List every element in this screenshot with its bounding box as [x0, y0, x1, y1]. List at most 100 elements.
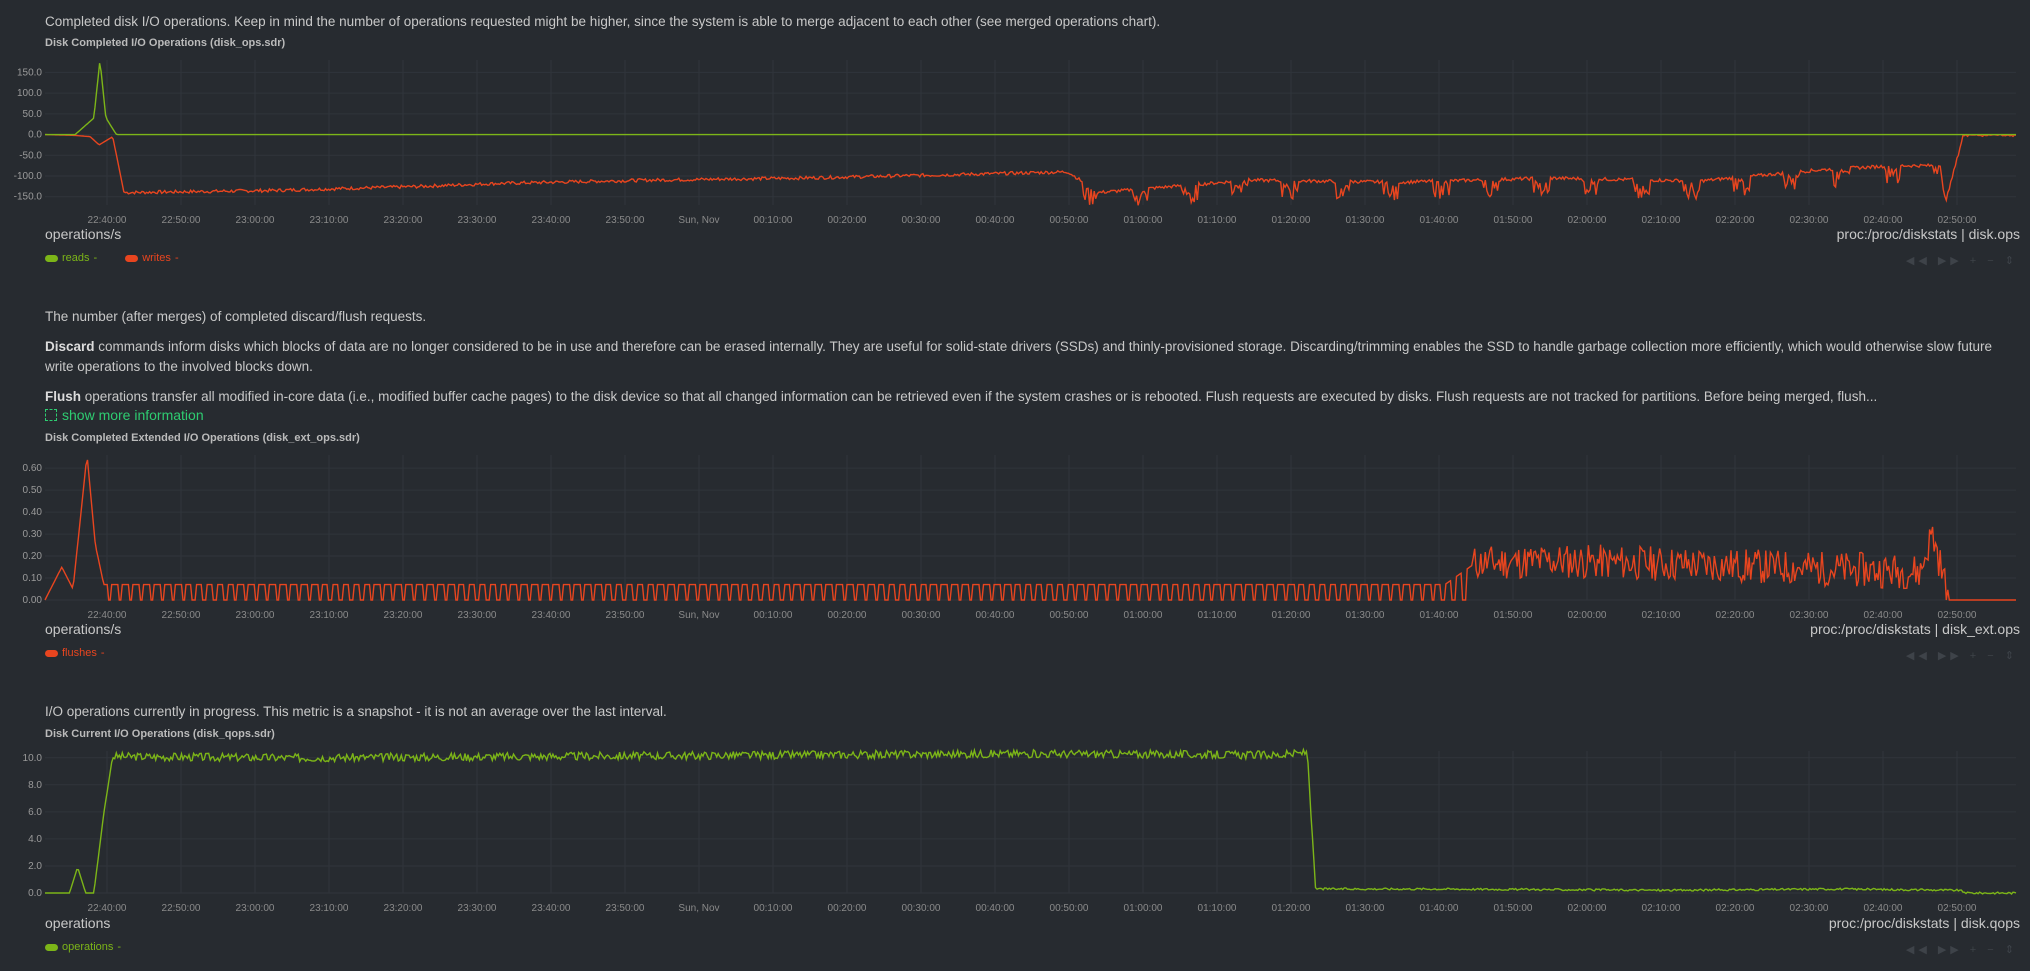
x-tick-label: 00:50:00	[1050, 215, 1089, 226]
x-tick-label: 23:10:00	[310, 610, 349, 621]
x-tick-label: 01:40:00	[1420, 610, 1459, 621]
x-tick-label: 22:50:00	[162, 215, 201, 226]
x-tick-label: 01:10:00	[1198, 610, 1237, 621]
flushes-line	[44, 459, 2016, 601]
x-tick-label: 23:40:00	[532, 610, 571, 621]
y-tick-label: 150.0	[17, 67, 42, 78]
disk-ops-description: Completed disk I/O operations. Keep in m…	[45, 14, 1161, 29]
legend-value-writes: -	[174, 252, 179, 264]
x-tick-label: 01:50:00	[1494, 903, 1533, 914]
x-tick-label: 00:40:00	[976, 610, 1015, 621]
x-tick-label: 23:30:00	[458, 903, 497, 914]
x-tick-label: 22:40:00	[88, 610, 127, 621]
legend-label-operations: operations	[62, 941, 114, 953]
x-tick-label: 23:10:00	[310, 215, 349, 226]
show-more-link[interactable]: show more information	[45, 407, 204, 423]
writes-swatch	[125, 254, 139, 262]
x-tick-label: 00:20:00	[828, 215, 867, 226]
show-more-label: show more information	[62, 407, 204, 423]
x-tick-label: 02:20:00	[1716, 215, 1755, 226]
x-tick-label: 02:00:00	[1568, 610, 1607, 621]
x-tick-label: 22:40:00	[88, 903, 127, 914]
y-tick-label: 0.0	[28, 130, 42, 141]
x-tick-label: 00:10:00	[754, 903, 793, 914]
x-tick-label: 23:40:00	[532, 215, 571, 226]
x-tick-label: 01:20:00	[1272, 610, 1311, 621]
legend-label-flushes: flushes	[62, 647, 97, 659]
x-tick-label: 00:40:00	[976, 215, 1015, 226]
disk-ops-toolbox[interactable]: ◀◀ ▶▶ + − ⇕	[1905, 255, 2018, 267]
disk-ops-chart-title: Disk Completed I/O Operations (disk_ops.…	[45, 37, 286, 49]
y-tick-label: 0.0	[28, 888, 42, 899]
y-tick-label: -50.0	[19, 150, 42, 161]
x-tick-label: 01:40:00	[1420, 215, 1459, 226]
x-tick-label: 02:10:00	[1642, 903, 1681, 914]
discard-term: Discard	[45, 339, 95, 354]
disk-ext-ops-legend: flushes -	[45, 647, 105, 659]
disk-qops-toolbox[interactable]: ◀◀ ▶▶ + − ⇕	[1905, 944, 2018, 956]
x-tick-label: 02:00:00	[1568, 903, 1607, 914]
x-tick-label: 23:50:00	[606, 215, 645, 226]
x-tick-label: 02:30:00	[1790, 903, 1829, 914]
disk-ops-source: proc:/proc/diskstats | disk.ops	[1836, 226, 2020, 242]
disk-ops-chart[interactable]: 150.0 100.0 50.0 0.0 -50.0 -100.0 -150.0 22:40:…	[0, 50, 2030, 226]
x-tick-label: 02:40:00	[1864, 903, 1903, 914]
x-tick-label: 23:00:00	[236, 215, 275, 226]
legend-item-reads[interactable]: reads -	[45, 252, 97, 264]
y-tick-label: 0.30	[23, 529, 43, 540]
x-tick-label: 23:00:00	[236, 610, 275, 621]
disk-ext-ops-toolbox[interactable]: ◀◀ ▶▶ + − ⇕	[1905, 650, 2018, 662]
x-tick-label: 22:40:00	[88, 215, 127, 226]
y-tick-label: 0.60	[23, 463, 43, 474]
disk-ext-ops-chart[interactable]: 0.60 0.50 0.40 0.30 0.20 0.10 0.00 22:40:00 22:5…	[0, 445, 2030, 621]
x-tick-label: 22:50:00	[162, 903, 201, 914]
y-tick-label: 8.0	[28, 780, 42, 791]
x-tick-label: 00:30:00	[902, 903, 941, 914]
x-tick-label: 23:10:00	[310, 903, 349, 914]
y-tick-label: -100.0	[14, 171, 43, 182]
operations-line	[45, 747, 2017, 895]
x-tick-label: 01:30:00	[1346, 610, 1385, 621]
x-tick-label: 01:40:00	[1420, 903, 1459, 914]
x-tick-label: 01:50:00	[1494, 215, 1533, 226]
x-tick-label: 01:00:00	[1124, 903, 1163, 914]
x-tick-label: 23:20:00	[384, 610, 423, 621]
x-tick-label: 02:50:00	[1938, 610, 1977, 621]
disk-ext-ops-intro: The number (after merges) of completed d…	[45, 309, 427, 324]
x-tick-label: 23:50:00	[606, 610, 645, 621]
flush-term: Flush	[45, 389, 81, 404]
x-tick-label: 02:30:00	[1790, 610, 1829, 621]
y-tick-label: 50.0	[23, 109, 43, 120]
legend-item-flushes[interactable]: flushes -	[45, 647, 105, 659]
disk-qops-chart[interactable]: 10.0 8.0 6.0 4.0 2.0 0.0 22:40:00 22:50:00 23:00…	[0, 741, 2030, 916]
disk-ext-ops-flush-paragraph: Flush operations transfer all modified i…	[45, 387, 1995, 407]
x-tick-label: 23:50:00	[606, 903, 645, 914]
y-tick-label: 0.20	[23, 551, 43, 562]
y-tick-label: 0.50	[23, 485, 43, 496]
reads-swatch	[45, 254, 58, 262]
x-tick-label: 00:30:00	[902, 610, 941, 621]
x-tick-label: 01:20:00	[1272, 215, 1311, 226]
legend-item-writes[interactable]: writes -	[125, 252, 179, 264]
x-tick-label: 02:10:00	[1642, 215, 1681, 226]
x-tick-label: 00:40:00	[976, 903, 1015, 914]
flush-text: operations transfer all modified in-core…	[81, 389, 1878, 404]
x-tick-label: 01:00:00	[1124, 215, 1163, 226]
x-tick-label: 02:20:00	[1716, 610, 1755, 621]
disk-ext-ops-discard-paragraph: Discard commands inform disks which bloc…	[45, 337, 1995, 377]
x-tick-label: 23:40:00	[532, 903, 571, 914]
disk-ops-units: operations/s	[45, 226, 122, 242]
disk-ext-ops-chart-title: Disk Completed Extended I/O Operations (…	[45, 432, 360, 444]
x-tick-label: 02:20:00	[1716, 903, 1755, 914]
y-tick-label: 100.0	[17, 88, 42, 99]
disk-qops-legend: operations -	[45, 941, 121, 953]
x-tick-label: 01:30:00	[1346, 215, 1385, 226]
x-tick-label: 00:30:00	[902, 215, 941, 226]
x-tick-label: 00:20:00	[828, 903, 867, 914]
x-tick-label: Sun, Nov	[678, 215, 719, 226]
x-tick-label: 02:00:00	[1568, 215, 1607, 226]
y-tick-label: 0.40	[23, 507, 43, 518]
legend-item-operations[interactable]: operations -	[45, 941, 121, 953]
disk-qops-description: I/O operations currently in progress. Th…	[45, 704, 667, 719]
x-tick-label: 02:50:00	[1938, 903, 1977, 914]
